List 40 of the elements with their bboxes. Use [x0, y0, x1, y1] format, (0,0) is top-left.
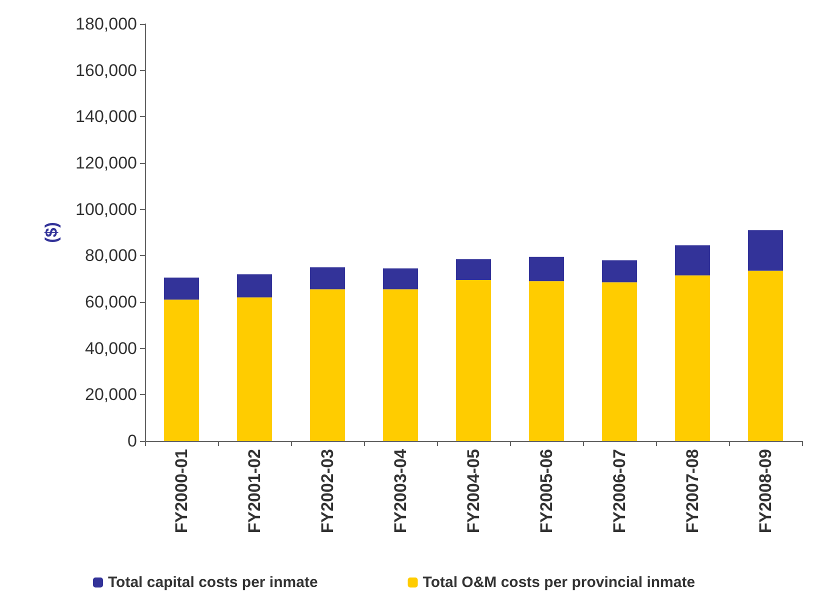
y-axis-title: ($): [42, 222, 61, 243]
bar: [236, 274, 272, 298]
y-tick-label: 120,000: [76, 154, 137, 172]
bar: [310, 289, 346, 441]
x-tick-label: FY2005-06: [537, 449, 556, 534]
y-tick-label: 100,000: [76, 200, 137, 219]
x-tick-label: FY2007-08: [683, 449, 702, 534]
x-tick-label: FY2006-07: [610, 449, 629, 534]
bar: [528, 256, 564, 282]
bar: [602, 282, 638, 441]
bar: [602, 260, 638, 282]
y-tick-label: 140,000: [76, 107, 137, 126]
bar: [456, 259, 492, 280]
bar: [748, 270, 784, 441]
bar: [164, 300, 200, 441]
bar: [310, 267, 346, 290]
bar: [748, 230, 784, 271]
legend-label: Total O&M costs per provincial inmate: [422, 574, 696, 591]
x-tick-label: FY2004-05: [464, 449, 483, 534]
x-tick-label: FY2001-02: [245, 449, 264, 534]
bar: [674, 275, 710, 441]
bar: [456, 280, 492, 441]
x-tick-label: FY2002-03: [318, 449, 337, 534]
x-tick-label: FY2003-04: [391, 448, 410, 534]
legend-label: Total capital costs per inmate: [108, 574, 318, 591]
bar: [528, 281, 564, 441]
x-tick-label: FY2008-09: [756, 449, 775, 534]
y-tick-label: 20,000: [85, 385, 137, 404]
bar: [382, 289, 418, 441]
bar: [236, 297, 272, 441]
y-tick-label: 180,000: [76, 14, 137, 34]
y-tick-label: 40,000: [85, 338, 137, 358]
y-tick-label: 80,000: [85, 246, 137, 266]
bar: [164, 278, 200, 300]
x-tick-label: FY2000-01: [172, 449, 191, 534]
bar: [674, 245, 710, 276]
y-tick-label: 60,000: [85, 292, 137, 312]
y-tick-label: 0: [128, 432, 137, 450]
y-tick-label: 160,000: [76, 60, 137, 80]
bar: [382, 268, 418, 290]
